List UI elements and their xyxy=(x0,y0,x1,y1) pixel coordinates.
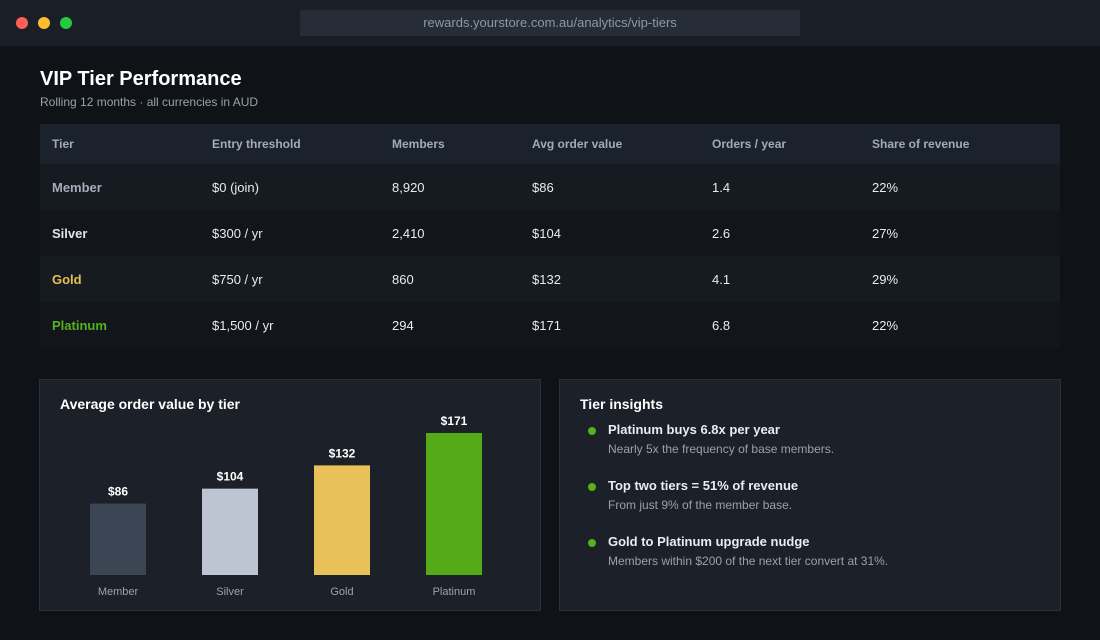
bar-value-label: $132 xyxy=(329,446,356,460)
orders-per-year-cell: 6.8 xyxy=(712,317,731,333)
table-row: Member $0 (join) 8,920 $86 1.4 22% xyxy=(40,164,1060,210)
bar-gold xyxy=(314,465,370,575)
bar-value-label: $104 xyxy=(217,470,244,484)
avg-order-value-cell: $132 xyxy=(532,271,561,287)
orders-per-year-cell: 2.6 xyxy=(712,225,731,241)
orders-per-year-cell: 4.1 xyxy=(712,271,731,287)
orders-per-year-cell: 1.4 xyxy=(712,179,731,195)
aov-bar-chart: $86 Member $104 Silver $132 Gold $171 Platinum xyxy=(90,414,482,598)
share-of-revenue-cell: 22% xyxy=(872,179,899,195)
category-label: Member xyxy=(98,586,139,598)
bar-value-label: $86 xyxy=(108,485,128,499)
column-header-tier: Tier xyxy=(52,137,74,151)
bar-value-label: $171 xyxy=(441,414,468,428)
insight-heading: Top two tiers = 51% of revenue xyxy=(608,478,799,493)
insight-detail: From just 9% of the member base. xyxy=(608,498,793,512)
insight-detail: Nearly 5x the frequency of base members. xyxy=(608,442,835,456)
tier-name: Gold xyxy=(52,271,82,287)
entry-threshold-cell: $750 / yr xyxy=(212,271,263,287)
bar-platinum xyxy=(426,433,482,575)
insight-heading: Platinum buys 6.8x per year xyxy=(608,422,780,437)
tier-name: Silver xyxy=(52,225,88,241)
address-bar[interactable]: rewards.yourstore.com.au/analytics/vip-t… xyxy=(300,10,800,36)
entry-threshold-cell: $1,500 / yr xyxy=(212,317,274,333)
column-header-orders-per-year: Orders / year xyxy=(712,137,787,151)
members-cell: 294 xyxy=(392,317,414,333)
tier-name: Platinum xyxy=(52,317,107,333)
table-header-row: Tier Entry threshold Members Avg order v… xyxy=(40,124,1060,164)
bar-silver xyxy=(202,488,258,575)
share-of-revenue-cell: 27% xyxy=(872,225,899,241)
bullet-dot-icon xyxy=(588,539,596,547)
bullet-dot-icon xyxy=(588,483,596,491)
avg-order-value-cell: $104 xyxy=(532,225,561,241)
close-window-button[interactable] xyxy=(16,17,28,29)
members-cell: 860 xyxy=(392,271,414,287)
share-of-revenue-cell: 22% xyxy=(872,317,899,333)
insight-detail: Members within $200 of the next tier con… xyxy=(608,554,889,568)
bullet-dot-icon xyxy=(588,427,596,435)
column-header-entry-threshold: Entry threshold xyxy=(212,137,301,151)
page-subtitle: Rolling 12 months · all currencies in AU… xyxy=(40,95,259,109)
column-header-avg-order-value: Avg order value xyxy=(532,137,623,151)
avg-order-value-cell: $86 xyxy=(532,179,554,195)
members-cell: 2,410 xyxy=(392,225,425,241)
category-label: Silver xyxy=(216,586,244,598)
table-row: Gold $750 / yr 860 $132 4.1 29% xyxy=(40,256,1060,302)
page-title: VIP Tier Performance xyxy=(40,68,242,90)
tier-insights-panel: Tier insights Platinum buys 6.8x per yea… xyxy=(559,379,1061,611)
column-header-members: Members xyxy=(392,137,445,151)
aov-chart-panel: $86 Member $104 Silver $132 Gold $171 Platinum … xyxy=(39,379,541,611)
maximize-window-button[interactable] xyxy=(60,17,72,29)
table-row: Silver $300 / yr 2,410 $104 2.6 27% xyxy=(40,210,1060,256)
category-label: Gold xyxy=(330,586,353,598)
column-header-share-of-revenue: Share of revenue xyxy=(872,137,970,151)
category-label: Platinum xyxy=(433,586,476,598)
insight-heading: Gold to Platinum upgrade nudge xyxy=(608,534,810,549)
insights-title: Tier insights xyxy=(580,396,663,412)
chart-title: Average order value by tier xyxy=(60,396,241,412)
members-cell: 8,920 xyxy=(392,179,425,195)
share-of-revenue-cell: 29% xyxy=(872,271,899,287)
browser-chrome: rewards.yourstore.com.au/analytics/vip-t… xyxy=(0,0,1100,46)
tier-table: Tier Entry threshold Members Avg order v… xyxy=(40,124,1060,348)
entry-threshold-cell: $300 / yr xyxy=(212,225,263,241)
bar-member xyxy=(90,503,146,575)
avg-order-value-cell: $171 xyxy=(532,317,561,333)
minimize-window-button[interactable] xyxy=(38,17,50,29)
entry-threshold-cell: $0 (join) xyxy=(212,179,259,195)
table-row: Platinum $1,500 / yr 294 $171 6.8 22% xyxy=(40,302,1060,348)
tier-name: Member xyxy=(52,179,102,195)
